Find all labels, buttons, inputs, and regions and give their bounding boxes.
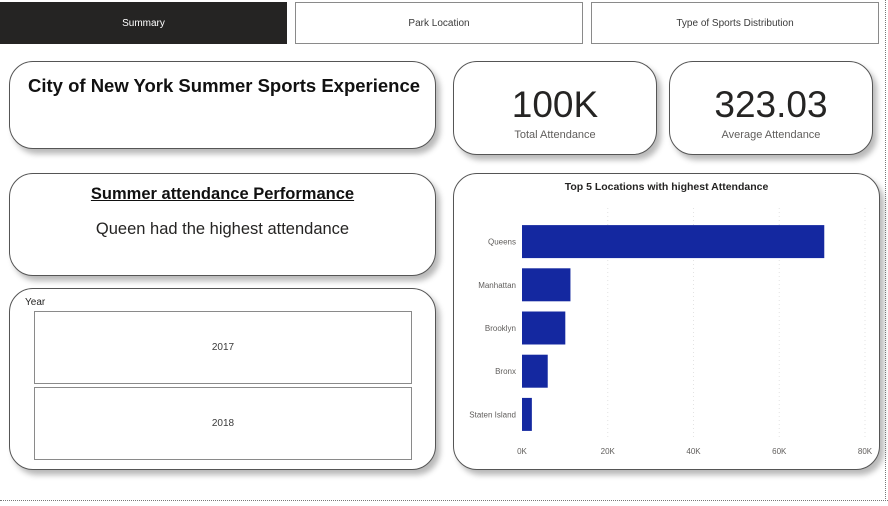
bar-bronx[interactable] bbox=[522, 354, 548, 388]
bar-manhattan[interactable] bbox=[522, 268, 571, 302]
page-title: City of New York Summer Sports Experienc… bbox=[28, 75, 421, 96]
year-slicer-card: Year 2017 2018 bbox=[9, 288, 436, 470]
kpi-total-attendance-label: Total Attendance bbox=[514, 129, 596, 141]
category-label: Staten Island bbox=[469, 410, 516, 419]
category-label: Brooklyn bbox=[485, 324, 516, 333]
x-tick-label: 40K bbox=[686, 447, 701, 456]
page-border-bottom bbox=[0, 500, 888, 501]
title-card: City of New York Summer Sports Experienc… bbox=[9, 61, 436, 149]
performance-card: Summer attendance Performance Queen had … bbox=[9, 173, 436, 276]
x-tick-label: 0K bbox=[517, 447, 527, 456]
x-tick-label: 20K bbox=[601, 447, 616, 456]
kpi-average-attendance-value: 323.03 bbox=[714, 84, 828, 125]
bar-queens[interactable] bbox=[522, 225, 825, 259]
bar-chart: 0K 20K 40K 60K 80K Queens Manhattan Brooklyn Bro… bbox=[469, 208, 873, 456]
kpi-card-average-attendance: 323.03 Average Attendance bbox=[669, 61, 873, 155]
tab-type-of-sports-distribution[interactable]: Type of Sports Distribution bbox=[591, 2, 879, 44]
chart-card: Top 5 Locations with highest Attendance … bbox=[453, 173, 880, 470]
performance-title: Summer attendance Performance bbox=[90, 185, 355, 203]
year-slicer-item-2017[interactable]: 2017 bbox=[34, 311, 412, 384]
x-tick-label: 60K bbox=[772, 447, 787, 456]
bar-brooklyn[interactable] bbox=[522, 311, 566, 345]
category-label: Bronx bbox=[495, 367, 516, 376]
category-label: Queens bbox=[488, 238, 516, 247]
chart-title: Top 5 Locations with highest Attendance bbox=[564, 181, 769, 193]
page-border-right bbox=[885, 0, 886, 501]
bar-staten-island[interactable] bbox=[522, 397, 532, 431]
tab-summary[interactable]: Summary bbox=[0, 2, 287, 44]
kpi-total-attendance-value: 100K bbox=[511, 84, 599, 125]
kpi-average-attendance-label: Average Attendance bbox=[721, 129, 821, 141]
kpi-card-total-attendance: 100K Total Attendance bbox=[453, 61, 657, 155]
performance-text: Queen had the highest attendance bbox=[95, 220, 350, 238]
category-label: Manhattan bbox=[478, 281, 516, 290]
year-slicer-item-2018[interactable]: 2018 bbox=[34, 387, 412, 460]
tab-park-location[interactable]: Park Location bbox=[295, 2, 583, 44]
x-tick-label: 80K bbox=[858, 447, 873, 456]
year-slicer-label: Year bbox=[25, 297, 46, 308]
